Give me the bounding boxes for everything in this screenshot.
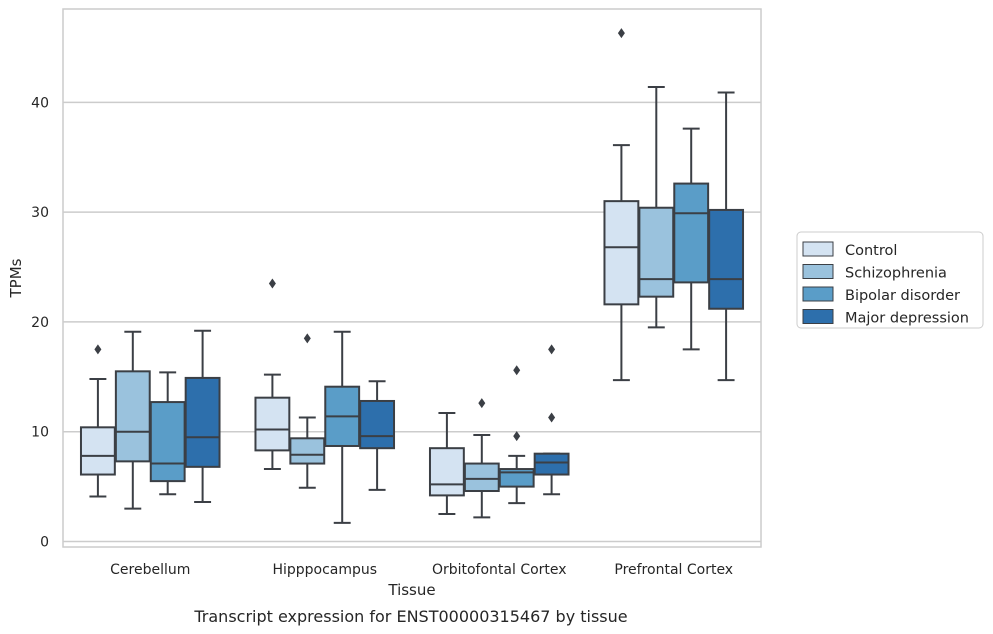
x-tick-label: Hipppocampus — [272, 562, 377, 578]
outlier-point — [303, 333, 311, 344]
box — [79, 426, 116, 476]
box-group — [533, 344, 570, 496]
box-group — [149, 371, 186, 496]
box — [359, 399, 396, 450]
box-group — [359, 380, 396, 491]
x-tick-label: Orbitofontal Cortex — [432, 562, 567, 578]
plot-frame — [62, 8, 762, 548]
box-group — [254, 278, 291, 471]
x-tick-label: Prefrontal Cortex — [614, 562, 733, 578]
box-group — [289, 333, 326, 489]
y-axis-label: TPMs — [7, 258, 25, 298]
outlier-point — [268, 278, 276, 289]
legend-frame — [796, 231, 984, 329]
boxes — [79, 28, 745, 524]
box-group — [498, 365, 535, 505]
box — [463, 462, 500, 493]
box-group — [79, 344, 116, 498]
chart-caption: Transcript expression for ENST0000031546… — [193, 607, 627, 626]
legend-item: Major depression — [802, 309, 969, 327]
outlier-point — [478, 398, 486, 409]
y-tick-label: 40 — [31, 95, 49, 111]
y-tick-label: 0 — [40, 535, 49, 551]
legend-label: Schizophrenia — [845, 266, 947, 282]
y-axis-ticks: 0 10 20 30 40 — [31, 95, 49, 550]
legend: Control Schizophrenia Bipolar disorder Majo… — [796, 231, 984, 329]
legend-swatch — [802, 264, 834, 279]
outlier-point — [548, 344, 556, 355]
box — [114, 370, 151, 463]
box — [149, 401, 186, 483]
outlier-point — [513, 431, 521, 442]
outlier-point — [94, 344, 102, 355]
box-group — [638, 85, 675, 329]
box — [254, 396, 291, 452]
legend-items: Control Schizophrenia Bipolar disorder Majo… — [802, 241, 969, 327]
legend-swatch — [802, 241, 834, 257]
outlier-point — [513, 365, 521, 376]
legend-item: Bipolar disorder — [802, 286, 960, 304]
box — [603, 200, 640, 306]
box — [184, 376, 221, 468]
box-group — [114, 330, 151, 510]
box — [289, 437, 326, 465]
legend-item: Control — [802, 241, 897, 259]
y-tick-label: 20 — [31, 315, 49, 331]
box — [533, 452, 570, 476]
outlier-point — [617, 28, 625, 39]
box-group — [428, 412, 465, 516]
legend-swatch — [802, 286, 834, 302]
x-axis-ticks: Cerebellum Hipppocampus Orbitofontal Corte… — [110, 562, 733, 578]
box-group — [708, 91, 745, 382]
legend-label: Major depression — [845, 311, 969, 327]
legend-label: Control — [845, 243, 897, 259]
legend-item: Schizophrenia — [802, 264, 947, 282]
box — [708, 208, 745, 310]
box — [638, 206, 675, 298]
box-group — [673, 127, 710, 351]
y-tick-label: 30 — [31, 205, 49, 221]
x-axis-label: Tissue — [387, 581, 435, 599]
box-group — [184, 329, 221, 503]
box — [428, 447, 465, 497]
y-tick-label: 10 — [31, 425, 49, 441]
box-group — [603, 28, 640, 382]
legend-label: Bipolar disorder — [845, 288, 960, 304]
box — [673, 182, 710, 284]
box-group — [463, 398, 500, 519]
legend-swatch — [802, 309, 834, 324]
outlier-point — [548, 412, 556, 423]
box-group — [324, 330, 361, 524]
x-tick-label: Cerebellum — [110, 562, 190, 578]
box — [498, 468, 535, 488]
